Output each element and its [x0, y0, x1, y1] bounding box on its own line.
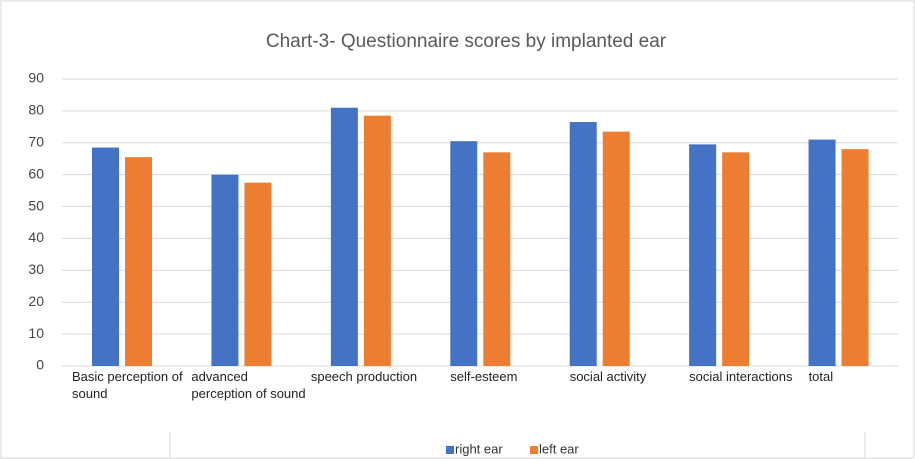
bar	[363, 115, 391, 366]
bar	[244, 182, 272, 366]
legend-label: right ear	[455, 441, 503, 456]
x-tick-label: total	[808, 369, 834, 384]
x-tick-label: social interactions	[689, 369, 793, 384]
y-tick-label: 70	[28, 133, 44, 149]
x-tick-label: speech production	[310, 369, 418, 384]
y-tick-label: 30	[28, 261, 44, 277]
bar	[689, 144, 717, 366]
y-tick-label: 60	[28, 165, 44, 181]
y-tick-label: 0	[36, 357, 44, 373]
bar	[211, 174, 239, 366]
legend-swatch	[530, 446, 538, 454]
x-tick-label: advanced perception of sound	[191, 369, 306, 401]
legend-label: left ear	[539, 441, 579, 456]
bar	[841, 149, 869, 366]
bar	[722, 152, 750, 366]
chart-title: Chart-3- Questionnaire scores by implant…	[266, 31, 667, 52]
bar	[569, 122, 597, 366]
x-tick-label: Basic perception of sound	[72, 369, 183, 401]
y-tick-label: 90	[28, 70, 44, 86]
x-tick-label: self-esteem	[450, 369, 518, 384]
y-tick-label: 20	[28, 293, 44, 309]
legend-swatch	[446, 446, 454, 454]
bar	[450, 141, 478, 366]
bar	[92, 147, 119, 366]
bar	[125, 157, 152, 366]
y-tick-label: 80	[28, 102, 44, 118]
y-tick-label: 50	[28, 197, 44, 213]
x-tick-label: social activity	[569, 369, 647, 384]
y-tick-label: 40	[28, 229, 44, 245]
bar	[330, 107, 358, 366]
bar	[808, 139, 836, 366]
y-tick-label: 10	[28, 325, 44, 341]
bar	[483, 152, 511, 366]
bar	[602, 131, 630, 366]
